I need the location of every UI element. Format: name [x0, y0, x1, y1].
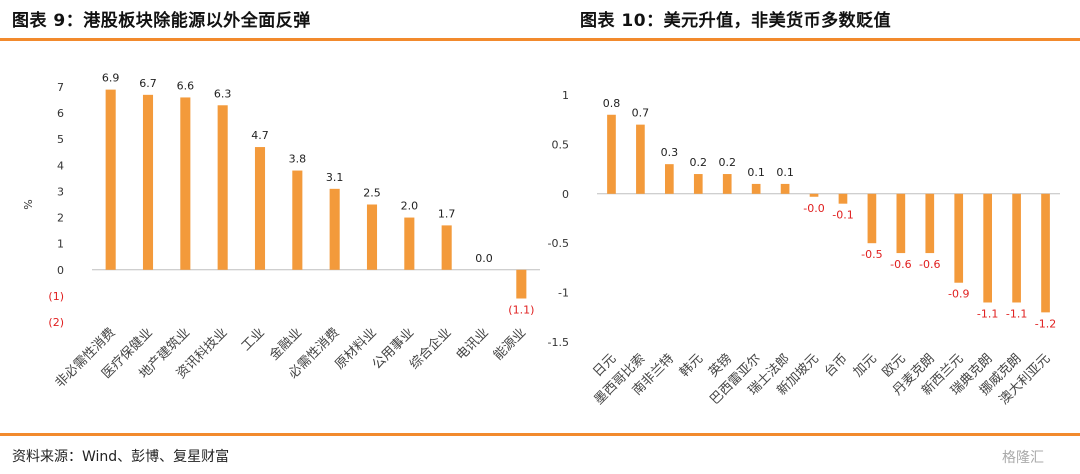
chart0-data-label: 2.0: [401, 200, 419, 213]
chart0-category-label: 能源业: [491, 325, 529, 363]
chart1-data-label: -1.2: [1035, 317, 1056, 330]
chart1-data-label: -0.0: [803, 202, 824, 215]
chart0-y-tick-label: 2: [57, 212, 64, 225]
chart1-bar: [954, 193, 964, 283]
chart1-data-label: -1.1: [977, 307, 998, 320]
chart0-data-label: 6.6: [177, 79, 195, 92]
chart0-data-label: 6.7: [139, 77, 157, 90]
chart0-y-tick-label: 3: [57, 185, 64, 198]
chart1-plot: (2)(1)01234567%6.9非必需性消费6.7医疗保健业6.6地产建筑业…: [22, 72, 540, 391]
chart1-bar: [925, 193, 935, 254]
chart1-y-tick-label: 1: [562, 89, 569, 102]
chart0-category-label: 电讯业: [454, 325, 492, 363]
chart1-data-label: 0.7: [632, 107, 650, 120]
chart1-bar: [809, 193, 819, 197]
chart0-category-label: 综合企业: [406, 325, 454, 373]
chart0-y-tick-label: (2): [48, 316, 64, 329]
chart0-data-label: 6.3: [214, 87, 232, 100]
chart1-bar: [780, 183, 790, 194]
chart1-data-label: -0.6: [919, 258, 940, 271]
chart0-y-tick-label: 7: [57, 81, 64, 94]
chart0-bar: [329, 188, 340, 270]
chart0-bar: [441, 225, 452, 270]
chart1-y-tick-label: -1.5: [548, 336, 569, 349]
chart1-category-label: 加元: [851, 351, 880, 380]
chart0-data-label: 3.1: [326, 171, 344, 184]
chart1-category-label: 台币: [822, 351, 851, 380]
chart0-y-tick-label: 0: [57, 264, 64, 277]
chart1-bar: [896, 193, 906, 254]
chart1-category-label: 韩元: [677, 351, 706, 380]
chart0-bar: [142, 94, 154, 270]
chart1-data-label: 0.3: [661, 146, 679, 159]
chart1-data-label: -0.1: [832, 209, 853, 222]
chart0-y-tick-label: 5: [57, 133, 64, 146]
chart1-bar: [665, 164, 674, 194]
chart1-data-label: -0.6: [890, 258, 911, 271]
header-rule: [0, 38, 1080, 41]
chart0-bar: [292, 170, 303, 270]
chart2-title: 图表 10：美元升值，非美货币多数贬值: [580, 11, 892, 31]
chart0-y-tick-label: 6: [57, 107, 64, 120]
chart1-bar: [636, 124, 645, 194]
chart0-bar: [516, 269, 527, 299]
chart0-data-label: 4.7: [251, 129, 269, 142]
chart0-data-label: 3.8: [289, 153, 307, 166]
chart1-data-label: -1.1: [1006, 307, 1027, 320]
chart1-bar: [867, 193, 877, 244]
chart0-bar: [217, 105, 228, 270]
chart0-data-label: 0.0: [475, 252, 493, 265]
chart0-bar: [254, 147, 266, 270]
chart0-y-axis-label: %: [22, 199, 35, 209]
chart1-bar: [983, 193, 992, 303]
chart2-plot: -1.5-1-0.500.510.8日元0.7墨西哥比索0.3南非兰特0.2韩元…: [548, 89, 1060, 408]
chart1-data-label: 0.1: [776, 166, 794, 179]
chart0-data-label: (1.1): [508, 304, 534, 317]
chart1-bar: [838, 193, 848, 204]
chart0-bar: [180, 97, 191, 270]
chart0-bar: [105, 89, 116, 270]
chart1-bar: [1041, 193, 1050, 313]
chart1-data-label: 0.8: [603, 97, 621, 110]
chart0-data-label: 6.9: [102, 72, 120, 85]
footer-rule: [0, 433, 1080, 436]
chart1-data-label: 0.2: [690, 156, 708, 169]
chart0-y-tick-label: (1): [48, 290, 64, 303]
chart1-bar: [607, 114, 616, 194]
chart1-bar: [1012, 193, 1021, 303]
chart0-y-tick-label: 4: [57, 159, 64, 172]
chart0-bar: [404, 217, 415, 270]
chart1-title: 图表 9：港股板块除能源以外全面反弹: [12, 11, 311, 31]
chart0-category-label: 工业: [239, 325, 268, 354]
chart1-data-label: -0.9: [948, 288, 969, 301]
chart1-y-tick-label: -0.5: [548, 237, 569, 250]
chart1-y-tick-label: 0: [562, 188, 569, 201]
chart1-data-label: 0.2: [718, 156, 736, 169]
source-note: 资料来源：Wind、彭博、复星财富: [12, 449, 230, 465]
chart1-bar: [751, 183, 761, 194]
chart1-y-tick-label: -1: [558, 287, 569, 300]
chart1-bar: [693, 174, 703, 194]
chart1-data-label: 0.1: [747, 166, 765, 179]
watermark-logo: 格隆汇: [1002, 450, 1044, 466]
chart0-y-tick-label: 1: [57, 238, 64, 251]
chart0-bar: [366, 204, 378, 270]
chart0-data-label: 2.5: [363, 187, 381, 200]
chart0-data-label: 1.7: [438, 207, 456, 220]
chart1-bar: [722, 174, 732, 194]
chart1-y-tick-label: 0.5: [552, 138, 570, 151]
chart1-data-label: -0.5: [861, 248, 882, 261]
